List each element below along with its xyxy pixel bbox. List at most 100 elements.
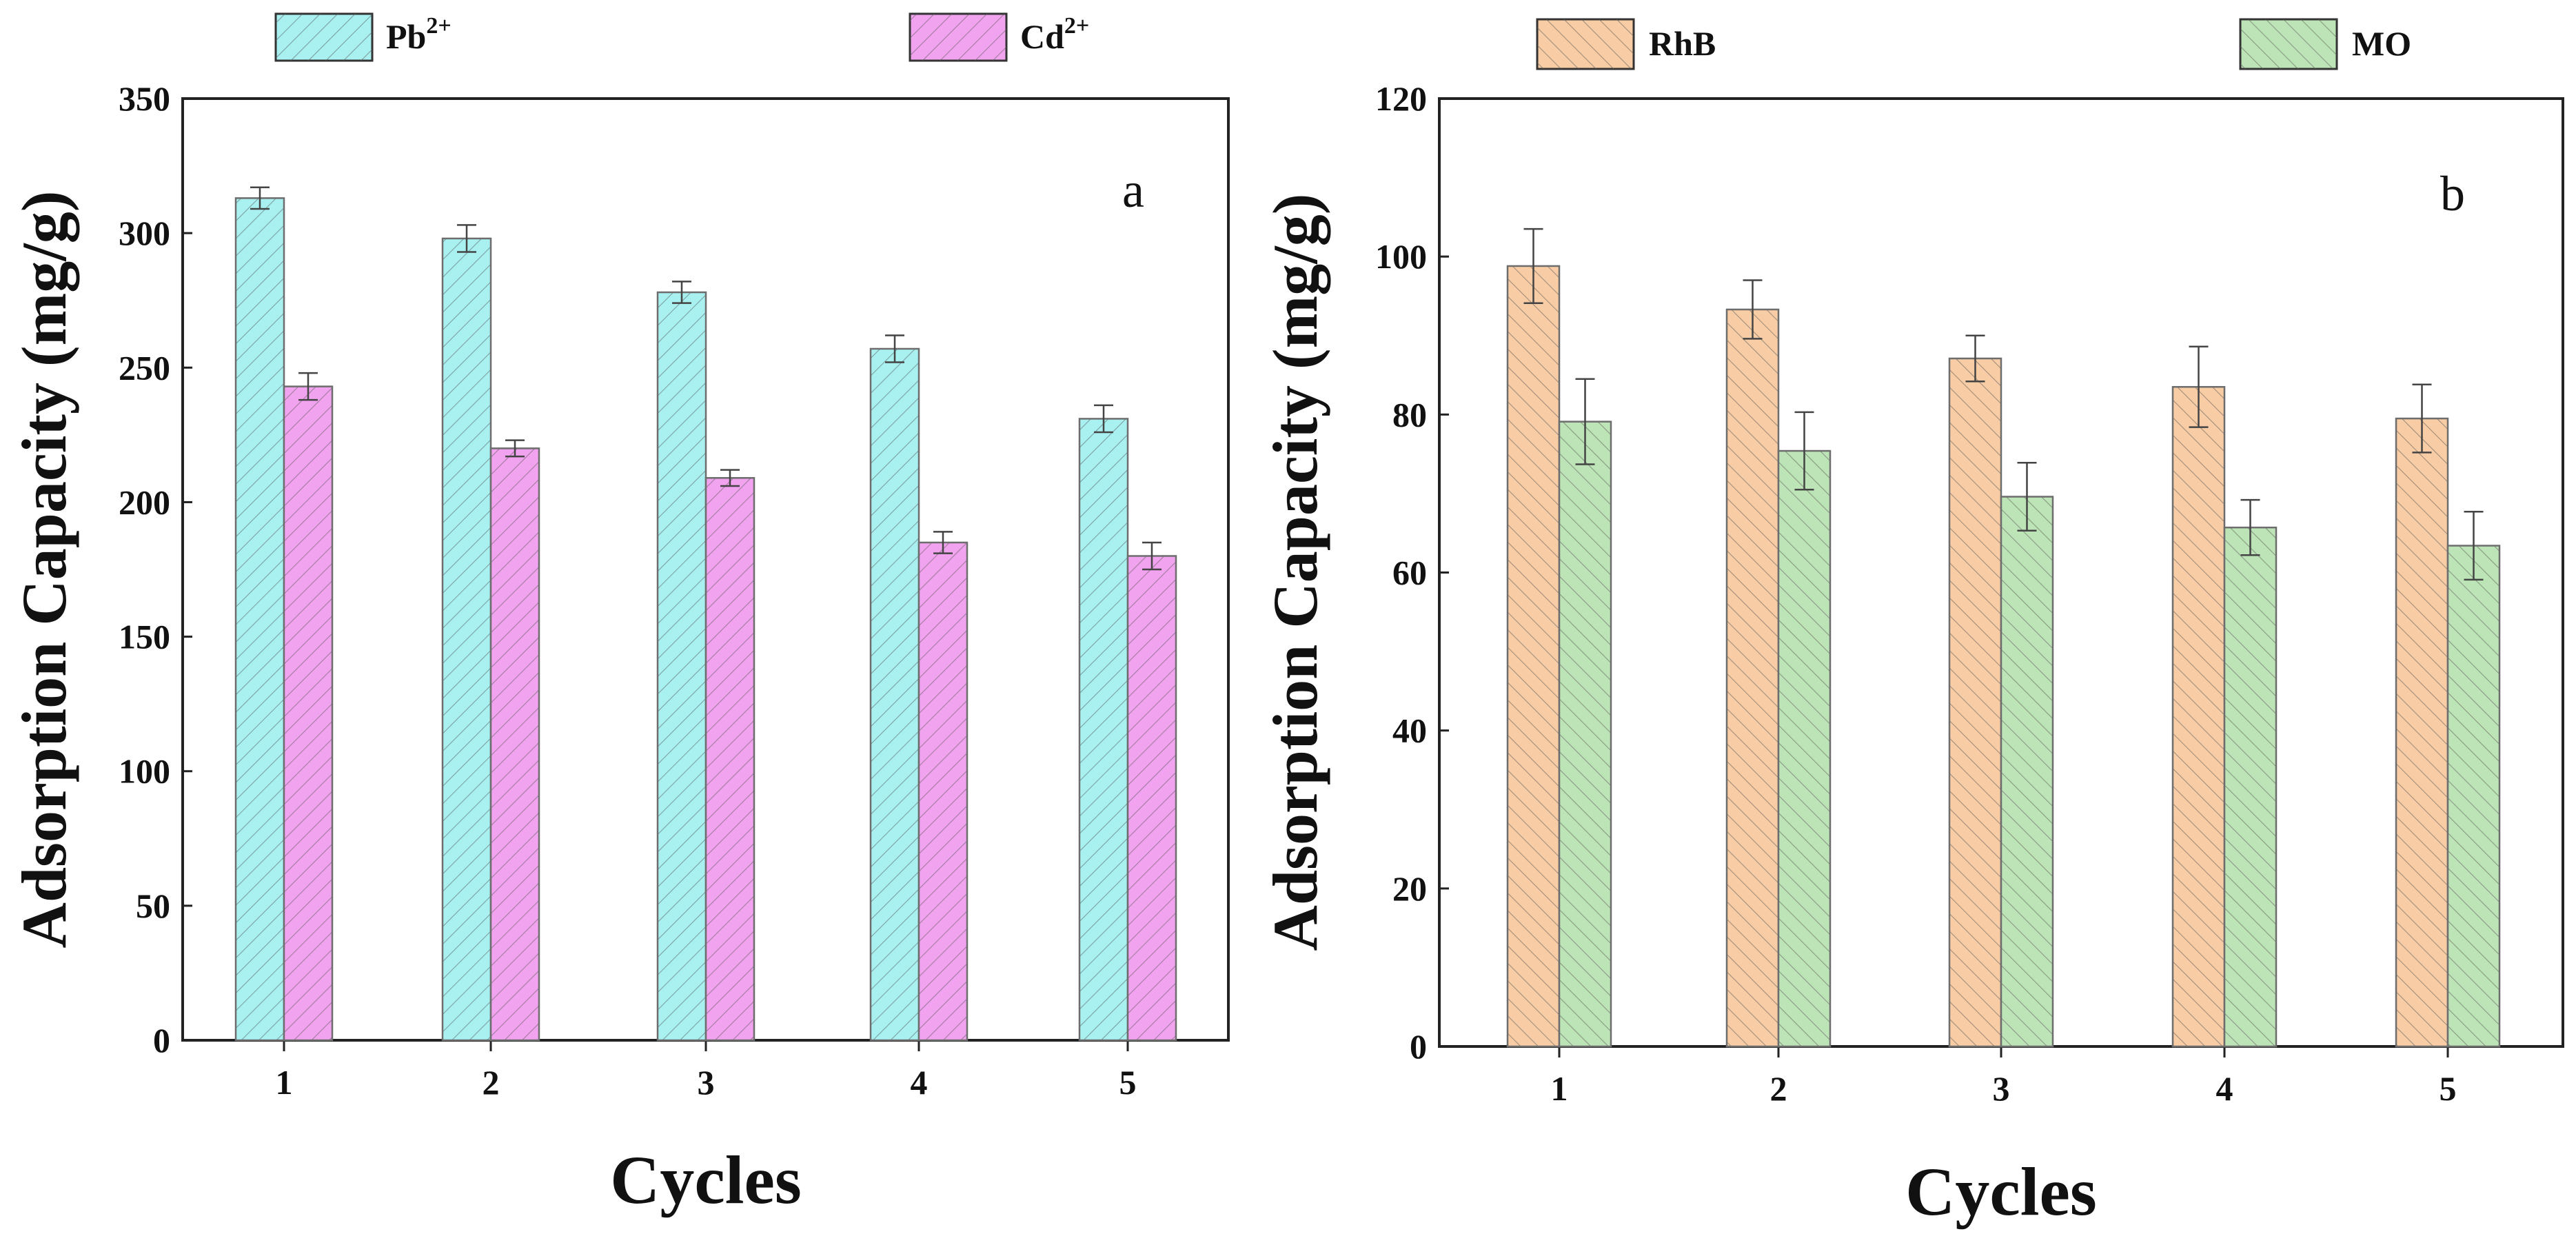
panel-b-x-axis: 1 2 3 4 5	[1551, 1046, 2457, 1108]
panel-a-bar-hatch-0-2	[656, 291, 707, 1042]
panel-b-legend-label-1: MO	[2352, 24, 2411, 63]
panel-a-error-bar-Pb-5	[1094, 404, 1113, 434]
panel-b: RhB MO 0 20 40 60 80 100 120 1 2 3 4 5 b Adsorptio…	[1260, 18, 2564, 1230]
panel-a-y-tick-label-3: 150	[119, 618, 170, 656]
panel-a-bar-hatch-1-2	[704, 477, 755, 1042]
panel-b-y-axis-title: Adsorption Capacity (mg/g)	[1260, 194, 1330, 951]
panel-a-legend-item-1: Cd2+	[909, 12, 1089, 62]
panel-b-error-bar-MO-1	[1575, 378, 1595, 465]
panel-b-bar-MO-4	[2223, 526, 2278, 1048]
panel-b-error-bar-RhB-5	[2412, 383, 2432, 454]
panel-b-y-tick-label-6: 120	[1375, 79, 1427, 118]
panel-b-x-tick-label-1: 2	[1770, 1069, 1787, 1108]
panel-a-bar-Pb-2	[441, 237, 492, 1042]
panel-b-bar-MO-2	[1777, 449, 1832, 1048]
panel-a-bar-hatch-0-1	[441, 237, 492, 1042]
panel-a-y-tick-label-6: 300	[119, 214, 170, 252]
panel-b-x-tick-label-0: 1	[1551, 1069, 1568, 1108]
panel-a-y-axis: 0 50 100 150 200 250 300 350	[119, 79, 192, 1060]
panel-b-bars	[1506, 227, 2501, 1048]
panel-b-legend-item-1: MO	[2239, 18, 2411, 70]
panel-a-error-bar-Pb-1	[250, 186, 270, 210]
panel-a-bar-Cd-2	[489, 447, 540, 1042]
panel-a-error-bar-Pb-2	[457, 224, 476, 253]
panel-b-legend-swatch-hatch-0	[1537, 19, 1634, 69]
panel-a-x-tick-label-4: 5	[1119, 1063, 1137, 1102]
panel-b-bar-hatch-1-2	[2000, 496, 2054, 1048]
panel-a-bar-hatch-1-3	[917, 541, 968, 1042]
panel-b-legend: RhB MO	[1536, 18, 2411, 70]
panel-b-bar-hatch-1-3	[2223, 526, 2278, 1048]
panel-b-bar-MO-1	[1558, 421, 1612, 1048]
panel-b-x-tick-label-2: 3	[1993, 1069, 2010, 1108]
panel-a-y-axis-title: Adsorption Capacity (mg/g)	[9, 191, 79, 949]
panel-a-x-tick-label-3: 4	[911, 1063, 928, 1102]
panel-a-bar-hatch-1-0	[283, 385, 334, 1042]
panel-a-y-tick-label-2: 100	[119, 752, 170, 791]
panel-a-letter: a	[1122, 163, 1144, 218]
panel-a-bar-Pb-4	[869, 347, 920, 1042]
panel-a-x-tick-label-2: 3	[698, 1063, 715, 1102]
panel-b-bar-hatch-0-0	[1506, 265, 1561, 1048]
panel-b-x-axis-title: Cycles	[1905, 1153, 2097, 1230]
panel-b-legend-item-0: RhB	[1536, 18, 1716, 70]
panel-a-y-tick-label-5: 250	[119, 348, 170, 387]
panel-b-error-bar-MO-2	[1794, 411, 1814, 491]
panel-b-letter: b	[2440, 166, 2465, 221]
panel-b-error-bar-MO-4	[2240, 498, 2260, 556]
panel-a-error-bar-Cd-1	[298, 372, 318, 401]
panel-a-bar-Pb-3	[656, 291, 707, 1042]
panel-b-bar-RhB-1	[1506, 265, 1561, 1048]
panel-b-bar-RhB-5	[2395, 417, 2449, 1048]
panel-a-bar-hatch-1-1	[489, 447, 540, 1042]
panel-b-bar-hatch-0-4	[2395, 417, 2449, 1048]
panel-b-error-bar-MO-5	[2464, 511, 2484, 581]
panel-a-legend-label-1: Cd2+	[1020, 13, 1089, 56]
panel-b-bar-hatch-1-4	[2446, 545, 2501, 1048]
panel-a-bar-Cd-4	[917, 541, 968, 1042]
panel-b-bar-hatch-0-2	[1948, 357, 2002, 1048]
panel-b-error-bar-RhB-4	[2189, 345, 2209, 428]
panel-a-legend-swatch-hatch-1	[910, 14, 1006, 61]
panel-a-bar-Cd-3	[704, 477, 755, 1042]
panel-b-bar-RhB-2	[1725, 308, 1780, 1048]
panel-a-bar-hatch-0-0	[234, 197, 285, 1042]
panel-b-x-tick-label-4: 5	[2440, 1069, 2457, 1108]
panel-b-bar-MO-5	[2446, 545, 2501, 1048]
panel-a-error-bar-Pb-3	[672, 281, 691, 304]
panel-a-y-tick-label-0: 0	[153, 1021, 170, 1060]
panel-a-error-bar-Cd-4	[933, 531, 953, 554]
panel-b-y-tick-label-3: 60	[1392, 554, 1427, 592]
panel-a-bar-Cd-1	[283, 385, 334, 1042]
panel-a-x-axis-title: Cycles	[610, 1142, 802, 1218]
panel-a-bars	[234, 186, 1177, 1042]
panel-a-error-bar-Cd-5	[1142, 541, 1162, 571]
panel-b-bar-RhB-3	[1948, 357, 2002, 1048]
panel-a-y-tick-label-4: 200	[119, 483, 170, 521]
panel-b-y-tick-label-2: 40	[1392, 711, 1427, 750]
panel-a-bar-Cd-5	[1126, 555, 1177, 1042]
panel-b-y-tick-label-5: 100	[1375, 237, 1427, 276]
panel-b-y-tick-label-1: 20	[1392, 869, 1427, 908]
panel-a-bar-hatch-1-4	[1126, 555, 1177, 1042]
panel-a-legend-label-0: Pb2+	[386, 13, 452, 56]
panel-a-error-bar-Pb-4	[885, 334, 904, 363]
panel-b-bar-MO-3	[2000, 496, 2054, 1048]
panel-b-bar-hatch-1-1	[1777, 449, 1832, 1048]
panel-b-y-tick-label-0: 0	[1410, 1027, 1427, 1066]
panel-a-x-tick-label-0: 1	[276, 1063, 293, 1102]
panel-a-legend-item-0: Pb2+	[274, 12, 452, 62]
panel-a-legend-swatch-hatch-0	[276, 14, 372, 61]
panel-a-x-axis: 1 2 3 4 5	[276, 1040, 1137, 1102]
panel-b-legend-label-0: RhB	[1649, 24, 1716, 63]
panel-b-legend-swatch-hatch-1	[2240, 19, 2337, 69]
panel-b-error-bar-MO-3	[2017, 461, 2037, 532]
panel-b-y-tick-label-4: 80	[1392, 395, 1427, 434]
panel-a-y-tick-label-1: 50	[136, 887, 170, 925]
panel-a-bar-hatch-0-3	[869, 347, 920, 1042]
panel-b-error-bar-RhB-2	[1743, 279, 1763, 340]
panel-b-bar-hatch-0-1	[1725, 308, 1780, 1048]
panel-a-bar-hatch-0-4	[1078, 418, 1129, 1042]
